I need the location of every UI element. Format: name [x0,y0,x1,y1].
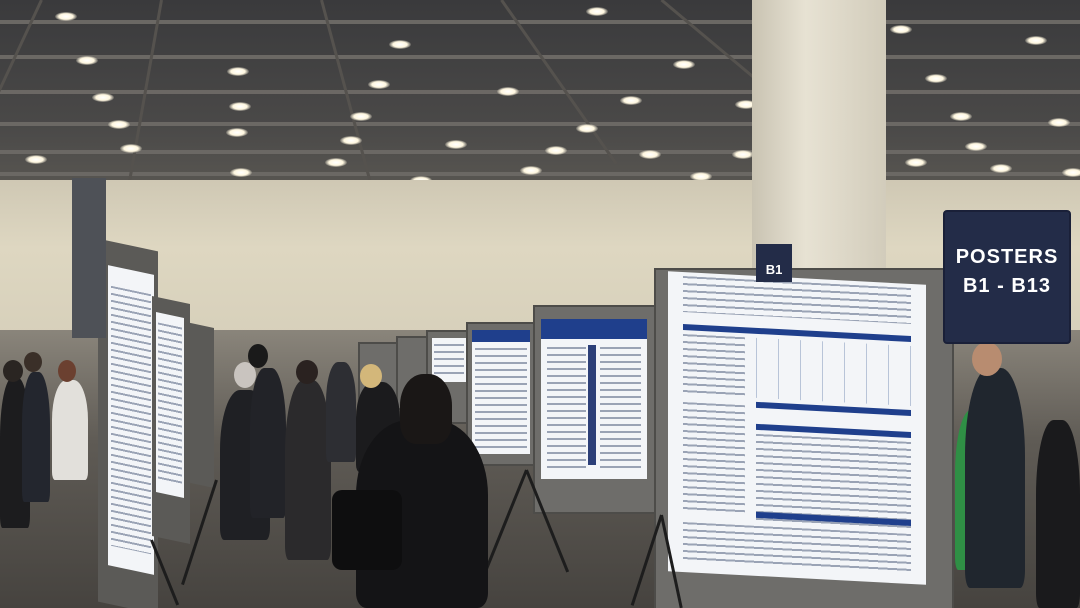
ceiling-light [497,87,519,96]
ceiling-light [55,12,77,21]
ceiling-light [25,155,47,164]
ceiling-light [120,144,142,153]
poster-board [533,305,659,514]
poster-board-front [654,268,954,608]
ceiling-light [230,168,252,177]
poster [432,338,466,382]
ceiling [0,0,1080,210]
handbag [332,490,402,570]
attendee-head [58,360,76,382]
ceiling-light [368,80,390,89]
attendee [22,372,50,502]
posters-sign-title: POSTERS [955,246,1059,268]
ceiling-beam [0,90,1080,94]
ceiling-light [690,172,712,181]
ceiling-light [576,124,598,133]
ceiling-light [965,142,987,151]
aisle-sign-left [72,178,106,338]
aisle-number-sign: B1 [756,244,792,282]
ceiling-light [905,158,927,167]
ceiling-light [340,136,362,145]
ceiling-light [586,7,608,16]
attendee-head [400,374,452,444]
attendee-head [3,360,23,382]
ceiling-light [445,140,467,149]
poster-board [466,322,540,466]
ceiling-light [732,150,754,159]
poster-left [108,265,154,575]
ceiling-beam [0,150,1080,154]
ceiling-beam [0,20,1080,24]
ceiling-light [890,25,912,34]
ceiling-light [925,74,947,83]
attendee-head [972,342,1002,376]
attendee-head [248,344,268,368]
attendee-head [24,352,42,372]
attendee [285,380,331,560]
attendee [250,368,286,518]
ceiling-light [350,112,372,121]
attendee-head [234,362,256,388]
attendee [965,368,1025,588]
attendee-head [296,360,318,384]
ceiling-light [545,146,567,155]
ceiling-light [108,120,130,129]
attendee [1036,420,1080,608]
poster-left [156,312,184,498]
ceiling-light [950,112,972,121]
ceiling-light [76,56,98,65]
ceiling-light [229,102,251,111]
ceiling-light [1062,168,1080,177]
ceiling-light [226,128,248,137]
ceiling-light [520,166,542,175]
ceiling-light [389,40,411,49]
ceiling-beam [0,172,1080,176]
ceiling-light [639,150,661,159]
posters-sign: POSTERS B1 - B13 [943,210,1071,344]
ceiling-light [990,164,1012,173]
ceiling-light [620,96,642,105]
ceiling-light [325,158,347,167]
poster-board-left [186,322,214,488]
aisle-number-label: B1 [765,262,783,277]
ceiling-light [1025,36,1047,45]
ceiling-beam [0,122,1080,126]
attendee [326,362,356,462]
attendee [52,380,88,480]
ceiling-light [92,93,114,102]
ceiling-light [673,60,695,69]
ceiling-light [735,100,757,109]
poster [541,319,647,479]
poster-front [668,271,926,585]
poster [472,330,530,454]
attendee-head [360,364,382,388]
ceiling-light [1048,118,1070,127]
posters-sign-range: B1 - B13 [962,275,1052,297]
ceiling-light [227,67,249,76]
